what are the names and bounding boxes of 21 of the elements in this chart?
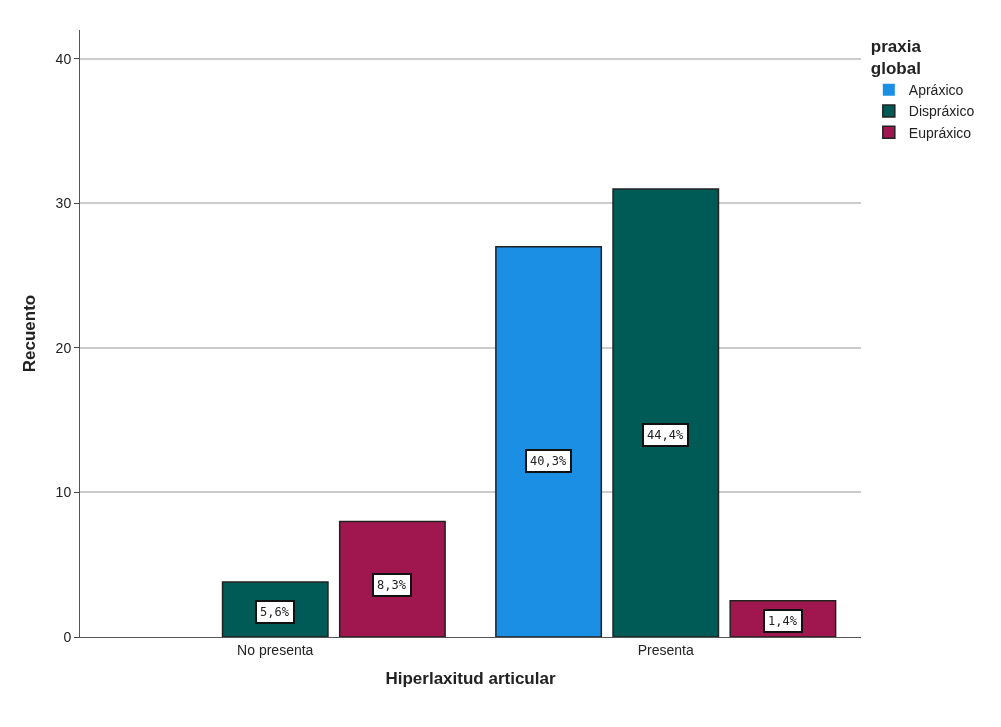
legend-title: praxia global <box>870 37 922 79</box>
bar <box>495 246 603 637</box>
annotation: 5,6% <box>260 605 290 619</box>
annotation: 1,4% <box>768 614 798 628</box>
legend-label: Dispráxico <box>908 103 975 120</box>
bar <box>612 188 720 637</box>
x-tick-label: Presenta <box>637 641 694 658</box>
legend-label: Apráxico <box>908 82 964 99</box>
y-tick-label: 0 <box>63 628 72 645</box>
annotation: 40,3% <box>530 454 567 468</box>
y-tick-label: 40 <box>55 50 72 67</box>
y-axis-title: Recuento <box>20 294 40 373</box>
legend-label: Eupráxico <box>908 124 972 141</box>
y-tick-label: 10 <box>55 484 72 501</box>
annotation: 44,4% <box>647 428 684 442</box>
bar <box>338 520 446 637</box>
x-axis-title: Hiperlaxitud articular <box>385 669 556 689</box>
x-tick-label: No presenta <box>237 641 314 658</box>
y-tick-label: 20 <box>55 339 72 356</box>
annotation: 8,3% <box>377 578 407 592</box>
y-tick-label: 30 <box>55 195 72 212</box>
